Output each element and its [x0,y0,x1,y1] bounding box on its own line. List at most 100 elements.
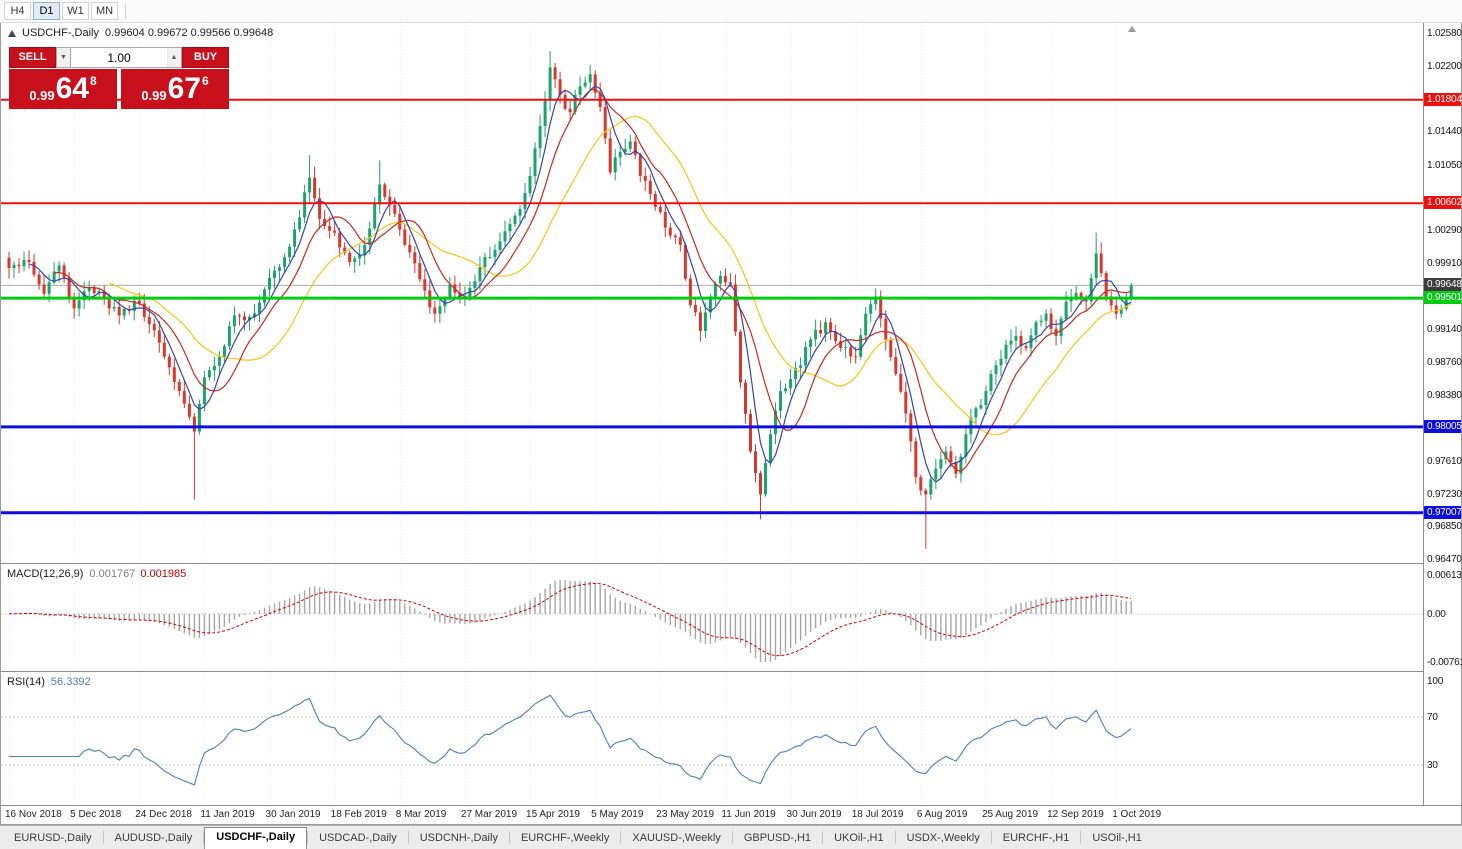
macd-main-value: 0.001767 [89,568,136,580]
chart-tab-usdcnh-daily[interactable]: USDCNH-,Daily [419,832,498,844]
sell-price-pip: 8 [90,74,97,88]
price-tick: 0.98760 [1427,356,1462,368]
chart-tab-bar: EURUSD-,Daily AUDUSD-,Daily USDCHF-,Daily U… [0,825,1462,849]
volume-input[interactable] [71,47,167,68]
price-tick: 1.02580 [1427,28,1462,39]
date-label: 5 Dec 2018 [70,809,122,820]
tab-separator [407,831,409,844]
date-label: 27 Mar 2019 [460,809,518,820]
buy-price-big: 67 [167,72,201,105]
price-tick: 0.97610 [1427,455,1462,467]
date-label: 15 Apr 2019 [526,809,580,820]
trade-panel-top-row: SELL ▼ ▲ BUY [9,47,229,68]
sell-price-big: 64 [55,72,89,105]
rsi-scale-label: 70 [1427,712,1438,723]
tab-separator [102,831,104,844]
tab-separator [990,831,992,844]
chart-tab-usoil-h1[interactable]: USOil-,H1 [1092,832,1142,844]
main-chart-canvas[interactable] [1,23,1423,563]
timeframe-button-w1[interactable]: W1 [62,2,89,20]
buy-price-prefix: 0.99 [141,88,167,103]
date-label: 11 Jan 2019 [200,809,255,820]
rsi-scale-label: 100 [1427,676,1444,687]
timeframe-button-h4[interactable]: H4 [4,2,31,20]
date-label: 25 Aug 2019 [981,809,1039,820]
date-label: 5 May 2019 [591,809,644,820]
toolbar-separator [125,3,126,19]
macd-canvas[interactable] [1,565,1423,671]
timeframe-button-mn[interactable]: MN [91,2,118,20]
chart-tab-eurchf-weekly[interactable]: EURCHF-,Weekly [520,832,610,844]
tab-separator [822,831,824,844]
tab-separator [620,831,622,844]
one-click-trading-panel: SELL ▼ ▲ BUY 0.99 64 8 0.99 67 6 [9,47,229,109]
pane-separator[interactable] [1,563,1423,565]
price-scale[interactable]: 1.02580 1.02200 1.01440 1.01050 1.00290 0.999… [1423,23,1462,805]
date-label: 12 Sep 2019 [1047,809,1104,820]
chart-tab-ukoil-h1[interactable]: UKOil-,H1 [834,832,884,844]
price-tick: 0.99140 [1427,324,1462,336]
price-tick: 0.99910 [1427,257,1462,269]
sell-price-prefix: 0.99 [29,88,55,103]
chart-tab-eurusd-daily[interactable]: EURUSD-,Daily [14,832,92,844]
rsi-canvas[interactable] [1,673,1423,805]
rsi-scale-label: 30 [1427,760,1438,771]
date-label: 18 Jul 2019 [851,809,904,820]
time-scale[interactable]: 16 Nov 2018 5 Dec 2018 24 Dec 2018 11 Jan 2… [1,805,1461,824]
timeframe-button-group: H4 D1 W1 MN [4,2,120,20]
sell-button[interactable]: SELL [9,47,56,68]
chart-title: USDCHF-,Daily 0.99604 0.99672 0.99566 0.… [8,27,273,39]
chart-symbol-label: USDCHF-,Daily [22,27,99,39]
pane-separator[interactable] [1,671,1423,673]
price-tick: 1.01050 [1427,159,1462,171]
tab-separator [203,831,205,844]
price-line-label: 1.01804 [1424,92,1462,106]
price-tick: 1.02200 [1427,60,1462,72]
tab-separator [307,831,309,844]
date-label: 1 Oct 2019 [1112,809,1162,820]
chart-tab-usdx-weekly[interactable]: USDX-,Weekly [906,832,980,844]
chart-tab-usdchf-daily[interactable]: USDCHF-,Daily [204,827,308,849]
chart-ohlc-values: 0.99604 0.99672 0.99566 0.99648 [105,27,274,39]
rsi-name: RSI(14) [7,676,45,688]
date-label: 30 Jun 2019 [786,809,842,820]
date-label: 30 Jan 2019 [265,809,321,820]
trade-panel-price-row: 0.99 64 8 0.99 67 6 [9,69,229,109]
date-label: 11 Jun 2019 [721,809,776,820]
price-line-label: 0.99501 [1424,291,1462,305]
volume-decrease-button[interactable]: ▼ [56,47,71,68]
buy-button[interactable]: BUY [182,47,229,68]
chart-tab-usdcad-daily[interactable]: USDCAD-,Daily [319,832,397,844]
tab-separator [1080,831,1082,844]
macd-scale-label: 0.00 [1427,608,1446,620]
rsi-indicator-label: RSI(14) 56.3392 [7,676,91,688]
chart-icon [8,29,16,37]
macd-scale-label: 0.00613 [1427,570,1462,581]
price-tick: 0.98380 [1427,389,1462,401]
price-shift-marker [1128,26,1136,32]
chart-tab-audusd-daily[interactable]: AUDUSD-,Daily [114,832,193,844]
price-tick: 0.97230 [1427,488,1462,500]
price-tick: 0.96470 [1427,554,1462,565]
macd-signal-value: 0.001985 [140,568,187,580]
tab-separator [508,831,510,844]
tab-separator [894,831,896,844]
chart-body: 1.02580 1.02200 1.01440 1.01050 1.00290 0.999… [1,23,1462,805]
price-tick: 0.96850 [1427,521,1462,533]
price-line-label: 1.00602 [1424,196,1462,210]
timeframe-toolbar: H4 D1 W1 MN [0,0,1462,23]
chart-tab-eurchf-h1[interactable]: EURCHF-,H1 [1002,832,1070,844]
chart-tab-gbpusd-h1[interactable]: GBPUSD-,H1 [743,832,812,844]
buy-price-button[interactable]: 0.99 67 6 [121,69,229,109]
macd-scale-label: -0.00761 [1427,657,1462,668]
plot-column [1,23,1423,805]
chart-window: 1.02580 1.02200 1.01440 1.01050 1.00290 0.999… [0,23,1462,825]
sell-price-button[interactable]: 0.99 64 8 [9,69,117,109]
timeframe-button-d1[interactable]: D1 [33,2,60,20]
date-label: 8 Mar 2019 [395,809,447,820]
chart-tab-xauusd-weekly[interactable]: XAUUSD-,Weekly [632,832,721,844]
volume-increase-button[interactable]: ▲ [167,47,182,68]
price-tick: 1.01440 [1427,126,1462,138]
date-label: 24 Dec 2018 [135,809,192,820]
price-line-label: 0.98005 [1424,419,1462,433]
